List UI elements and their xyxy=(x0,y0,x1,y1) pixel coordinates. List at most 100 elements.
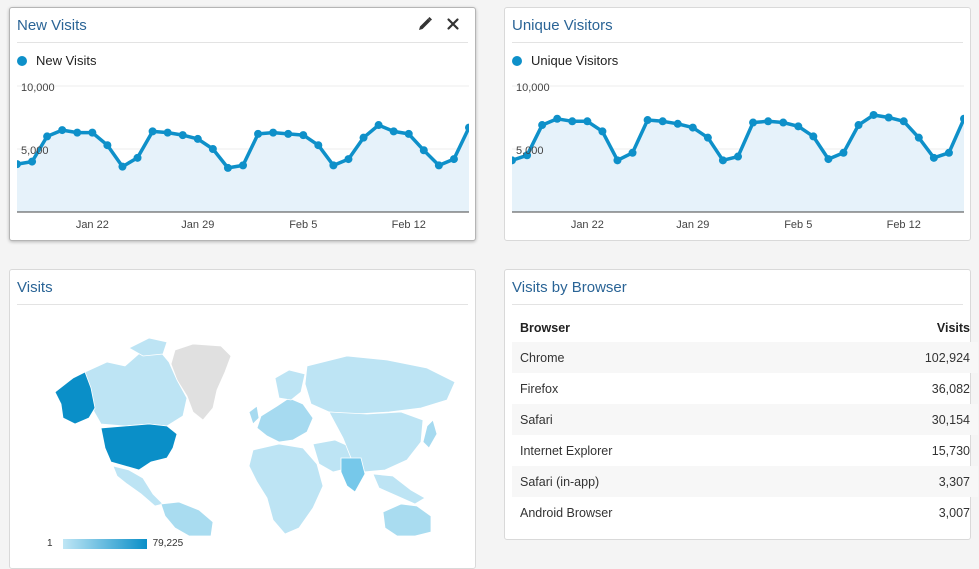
data-point[interactable] xyxy=(208,145,217,153)
data-point[interactable] xyxy=(449,155,458,164)
close-icon[interactable] xyxy=(445,16,461,32)
data-point[interactable] xyxy=(239,161,247,170)
legend-label: Unique Visitors xyxy=(531,53,619,68)
data-point[interactable] xyxy=(613,156,622,165)
data-point[interactable] xyxy=(389,127,398,136)
data-point[interactable] xyxy=(929,153,938,162)
data-point[interactable] xyxy=(329,161,338,170)
data-point[interactable] xyxy=(269,128,278,137)
legend-label: New Visits xyxy=(36,53,97,68)
data-point[interactable] xyxy=(118,162,127,171)
data-point[interactable] xyxy=(794,122,803,131)
x-tick-label: Jan 29 xyxy=(676,219,709,231)
chart-legend: New Visits xyxy=(17,53,96,68)
data-point[interactable] xyxy=(869,110,878,119)
scale-gradient-bar xyxy=(62,538,147,549)
browser-name: Internet Explorer xyxy=(520,443,613,458)
data-point[interactable] xyxy=(658,117,667,126)
visits-value: 30,154 xyxy=(809,404,978,435)
data-point[interactable] xyxy=(344,155,353,164)
data-point[interactable] xyxy=(688,123,697,132)
browser-table-title: Visits by Browser xyxy=(512,279,627,296)
world-map[interactable] xyxy=(17,308,469,536)
data-point[interactable] xyxy=(899,117,908,126)
data-point[interactable] xyxy=(512,156,516,165)
new-visits-title: New Visits xyxy=(17,17,87,34)
visits-value: 36,082 xyxy=(931,381,970,396)
chart-legend: Unique Visitors xyxy=(512,53,618,68)
visits-value: 15,730 xyxy=(931,443,970,458)
data-point[interactable] xyxy=(43,132,52,141)
table-row[interactable]: Firefox 36,082 xyxy=(512,373,978,404)
browser-name: Android Browser xyxy=(520,505,613,520)
series-area xyxy=(512,115,964,212)
column-header-visits[interactable]: Visits xyxy=(936,321,970,335)
data-point[interactable] xyxy=(824,155,833,164)
data-point[interactable] xyxy=(465,123,469,132)
data-point[interactable] xyxy=(178,131,187,140)
table-row[interactable]: Internet Explorer 15,730 xyxy=(512,435,978,466)
data-point[interactable] xyxy=(553,114,562,123)
arctic-islands-region xyxy=(128,337,168,357)
data-point[interactable] xyxy=(133,153,142,162)
table-row[interactable]: Safari 30,154 xyxy=(512,404,978,435)
data-point[interactable] xyxy=(254,129,263,138)
data-point[interactable] xyxy=(404,129,413,138)
column-header-browser[interactable]: Browser xyxy=(520,321,571,335)
title-divider xyxy=(512,42,963,43)
data-point[interactable] xyxy=(944,148,953,157)
table-row[interactable]: Chrome 102,924 xyxy=(512,342,978,373)
data-point[interactable] xyxy=(914,133,923,142)
title-divider xyxy=(17,304,468,305)
data-point[interactable] xyxy=(17,160,21,169)
title-divider xyxy=(17,42,468,43)
data-point[interactable] xyxy=(299,131,308,140)
browser-name: Chrome xyxy=(512,342,810,373)
russia-region xyxy=(304,355,456,415)
browser-table-widget: Visits by Browser Browser Visits Chrome 1… xyxy=(504,269,978,540)
data-point[interactable] xyxy=(284,129,293,138)
x-tick-label: Feb 12 xyxy=(392,219,426,231)
data-point[interactable] xyxy=(314,141,323,150)
data-point[interactable] xyxy=(598,127,607,136)
data-point[interactable] xyxy=(809,132,818,141)
visits-map-title: Visits xyxy=(17,279,53,296)
data-point[interactable] xyxy=(73,128,82,137)
data-point[interactable] xyxy=(643,116,652,125)
table-row[interactable]: Safari (in-app) 3,307 xyxy=(512,466,978,497)
data-point[interactable] xyxy=(839,148,848,157)
data-point[interactable] xyxy=(223,163,232,172)
table-row[interactable]: Android Browser 3,007 xyxy=(512,497,978,528)
data-point[interactable] xyxy=(538,121,547,130)
data-point[interactable] xyxy=(103,141,112,150)
data-point[interactable] xyxy=(434,161,443,170)
data-point[interactable] xyxy=(163,128,172,137)
browser-name: Safari (in-app) xyxy=(512,466,810,497)
data-point[interactable] xyxy=(28,157,37,166)
data-point[interactable] xyxy=(583,117,592,126)
visits-value: 102,924 xyxy=(809,342,978,373)
data-point[interactable] xyxy=(960,114,964,123)
data-point[interactable] xyxy=(673,119,682,128)
data-point[interactable] xyxy=(718,156,727,165)
data-point[interactable] xyxy=(523,151,532,160)
browser-name: Safari xyxy=(512,404,810,435)
data-point[interactable] xyxy=(419,146,428,155)
data-point[interactable] xyxy=(779,118,788,127)
data-point[interactable] xyxy=(148,127,157,136)
data-point[interactable] xyxy=(359,133,368,142)
data-point[interactable] xyxy=(568,117,577,126)
data-point[interactable] xyxy=(628,148,637,157)
data-point[interactable] xyxy=(374,121,383,130)
data-point[interactable] xyxy=(703,133,712,142)
unique-visitors-title: Unique Visitors xyxy=(512,17,613,34)
data-point[interactable] xyxy=(749,118,758,127)
data-point[interactable] xyxy=(734,152,742,161)
pencil-icon[interactable] xyxy=(417,16,433,32)
data-point[interactable] xyxy=(88,128,97,137)
data-point[interactable] xyxy=(854,121,863,130)
data-point[interactable] xyxy=(764,117,773,126)
data-point[interactable] xyxy=(58,126,67,135)
data-point[interactable] xyxy=(884,113,893,122)
data-point[interactable] xyxy=(193,134,202,143)
